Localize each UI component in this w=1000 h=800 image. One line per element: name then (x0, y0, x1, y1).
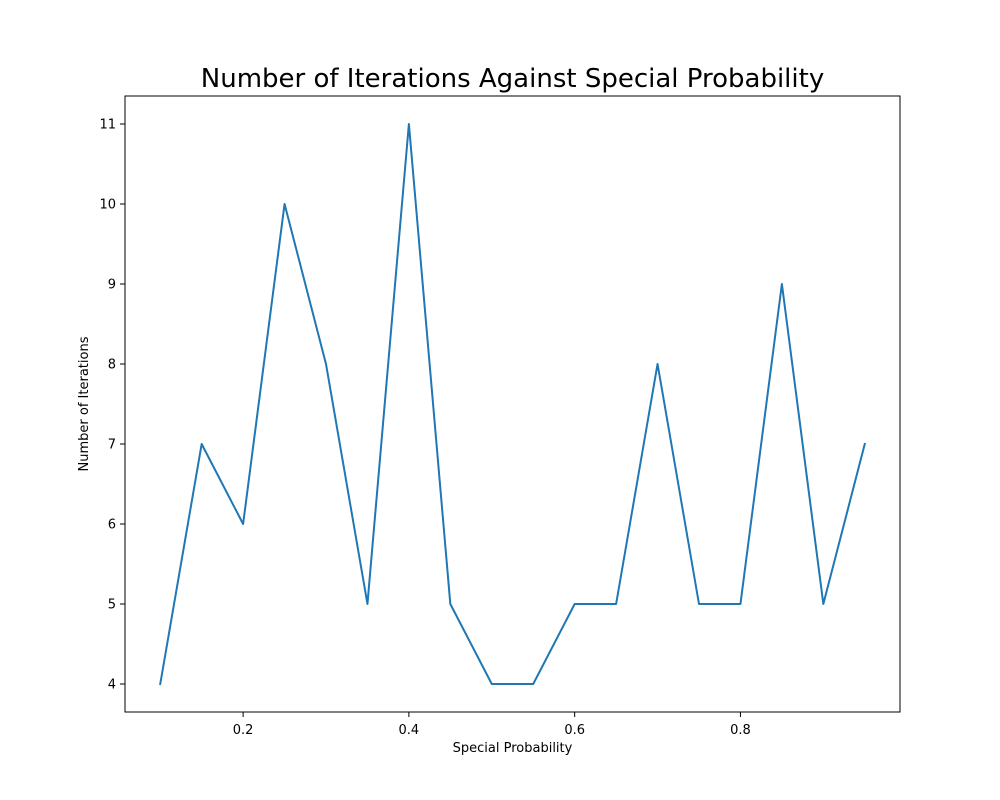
x-tick-label: 0.6 (564, 723, 585, 738)
y-tick-label: 10 (99, 198, 116, 213)
x-axis-label: Special Probability (453, 741, 573, 756)
chart-title: Number of Iterations Against Special Pro… (201, 64, 824, 94)
y-tick-label: 8 (108, 358, 116, 373)
y-tick-label: 7 (108, 438, 116, 453)
y-axis: 4 5 6 7 8 9 10 11 (99, 118, 125, 693)
series-line (159, 123, 866, 686)
y-tick-label: 4 (108, 678, 116, 693)
x-tick-label: 0.8 (730, 723, 751, 738)
y-tick-label: 6 (108, 518, 116, 533)
x-axis: 0.2 0.4 0.6 0.8 (233, 712, 751, 738)
x-tick-label: 0.2 (233, 723, 254, 738)
plot-area (124, 95, 901, 713)
x-tick-label: 0.4 (399, 723, 420, 738)
y-tick-label: 5 (108, 598, 116, 613)
y-axis-label: Number of Iterations (77, 336, 92, 471)
y-tick-label: 9 (108, 278, 116, 293)
plot-frame (124, 95, 901, 713)
y-tick-label: 11 (99, 118, 116, 133)
